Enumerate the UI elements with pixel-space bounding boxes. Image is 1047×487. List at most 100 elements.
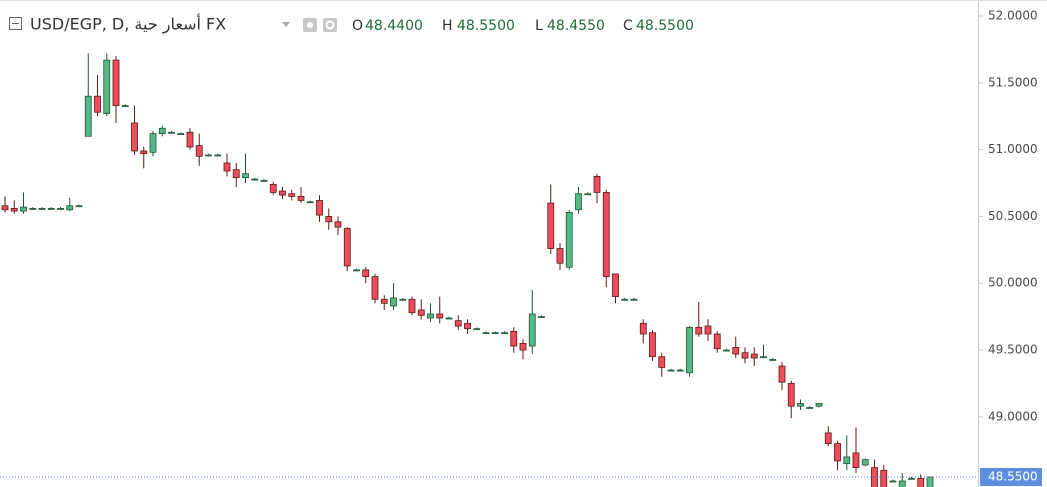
candle-body bbox=[713, 333, 721, 350]
ohlc-key: H bbox=[442, 18, 453, 34]
candle-body bbox=[158, 127, 166, 135]
candle-body bbox=[454, 320, 462, 327]
candle-body bbox=[399, 298, 407, 301]
candle-body bbox=[242, 173, 249, 179]
candle-body bbox=[908, 477, 915, 480]
candle-body bbox=[482, 332, 490, 335]
candle-body bbox=[121, 105, 129, 107]
candle-body bbox=[408, 298, 416, 314]
dropdown-arrow[interactable] bbox=[282, 22, 290, 27]
candle-body bbox=[223, 162, 231, 172]
candle-body bbox=[917, 477, 925, 487]
candle-body bbox=[371, 276, 379, 300]
candle-body bbox=[380, 298, 388, 304]
y-tick-label: 50.5000 bbox=[988, 209, 1038, 223]
candle-body bbox=[1, 205, 9, 211]
candle-body bbox=[519, 342, 527, 351]
plot-area bbox=[1, 53, 934, 487]
candle-body bbox=[861, 459, 869, 466]
candle-body bbox=[269, 183, 277, 193]
candle-body bbox=[806, 407, 814, 409]
candle-body bbox=[787, 383, 795, 407]
candle-body bbox=[205, 154, 212, 157]
candle-body bbox=[473, 328, 481, 331]
candle-body bbox=[186, 131, 194, 148]
candle-body bbox=[445, 317, 453, 320]
candle-body bbox=[140, 150, 148, 155]
candle-body bbox=[667, 369, 675, 372]
candle-body bbox=[66, 205, 74, 211]
candle-body bbox=[38, 208, 46, 210]
candle-body bbox=[84, 95, 92, 137]
candle-body bbox=[621, 298, 629, 301]
candle-body bbox=[325, 216, 333, 223]
candle-body bbox=[630, 298, 638, 301]
candle-body bbox=[612, 273, 619, 298]
candle-body bbox=[417, 309, 425, 316]
candle-body bbox=[547, 202, 555, 249]
candle-body bbox=[815, 403, 823, 407]
candle-body bbox=[297, 196, 305, 201]
ohlc-key: O bbox=[352, 18, 363, 34]
candle-body bbox=[760, 356, 767, 359]
candle-body bbox=[824, 432, 832, 444]
candle-body bbox=[288, 193, 296, 197]
ohlc-value: 48.4550 bbox=[547, 18, 605, 34]
candle-body bbox=[658, 356, 666, 368]
candle-body bbox=[353, 269, 360, 272]
candle-body bbox=[565, 212, 573, 268]
ohlc-key: C bbox=[623, 18, 633, 34]
candle-body bbox=[528, 313, 536, 347]
settings-icon-gear bbox=[325, 20, 335, 30]
candle-body bbox=[602, 191, 610, 277]
candle-body bbox=[103, 59, 111, 114]
candle-body bbox=[29, 208, 37, 210]
candle-body bbox=[880, 469, 888, 487]
settings-icon[interactable] bbox=[323, 18, 337, 32]
candle-body bbox=[306, 201, 314, 204]
candle-body bbox=[251, 178, 259, 181]
candle-body bbox=[695, 326, 703, 335]
candle-body bbox=[926, 476, 934, 487]
candle-body bbox=[556, 248, 564, 264]
candle-body bbox=[491, 332, 499, 335]
candle-body bbox=[538, 316, 545, 319]
candle-body bbox=[510, 330, 518, 347]
ohlc-key: L bbox=[535, 18, 543, 34]
y-tick-label: 51.5000 bbox=[988, 75, 1038, 89]
candle-body bbox=[177, 133, 185, 136]
candle-body bbox=[778, 365, 786, 383]
candle-body bbox=[57, 208, 64, 210]
candle-body bbox=[334, 221, 342, 228]
ohlc-value: 48.5500 bbox=[636, 18, 694, 34]
candle-body bbox=[149, 133, 157, 153]
candle-body bbox=[131, 122, 138, 152]
y-tick-label: 52.0000 bbox=[988, 9, 1038, 23]
legend-header: USD/EGP, D, أسعار حية FX bbox=[9, 14, 337, 35]
eye-icon-pupil bbox=[307, 22, 313, 28]
y-tick-label: 50.0000 bbox=[988, 276, 1038, 290]
candle-body bbox=[195, 145, 203, 157]
candle-body bbox=[214, 154, 222, 157]
candle-body bbox=[94, 95, 101, 113]
candle-body bbox=[686, 326, 693, 374]
candle-body bbox=[843, 456, 851, 465]
candle-body bbox=[343, 228, 351, 267]
candle-body bbox=[316, 200, 323, 216]
ohlc-value: 48.4400 bbox=[365, 18, 423, 34]
candle-body bbox=[232, 169, 240, 179]
candle-body bbox=[47, 208, 55, 210]
last-price-label: 48.5500 bbox=[988, 469, 1038, 483]
candle-body bbox=[871, 467, 878, 487]
candle-body bbox=[889, 480, 897, 483]
candle-body bbox=[834, 443, 841, 462]
y-tick-label: 49.0000 bbox=[988, 409, 1038, 423]
candle-body bbox=[260, 179, 268, 182]
candle-body bbox=[10, 208, 18, 212]
candle-body bbox=[750, 353, 758, 359]
candle-body bbox=[20, 206, 27, 212]
candle-body bbox=[639, 322, 647, 335]
candle-body bbox=[704, 325, 712, 335]
